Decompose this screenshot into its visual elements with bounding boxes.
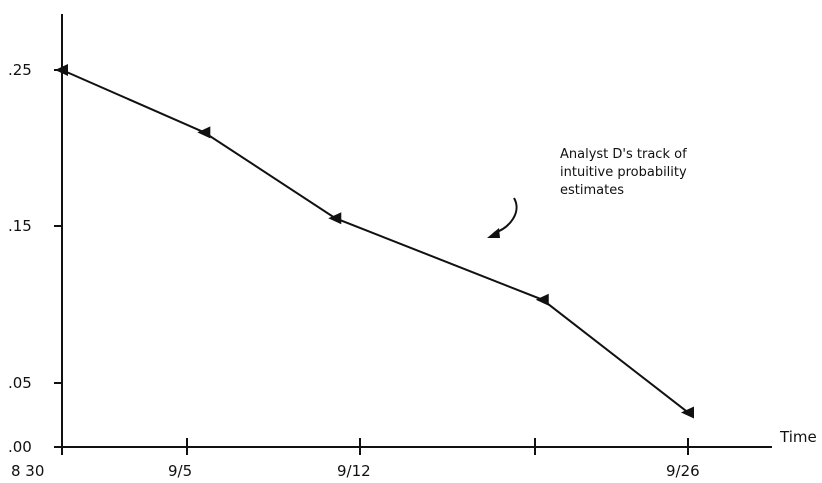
data-point-marker [535,293,549,306]
annotation-arrow-head [487,228,500,238]
x-tick-label: 9/5 [168,462,192,480]
data-point-marker [197,126,211,139]
y-tick-label: .15 [8,217,32,235]
series-line [61,69,689,414]
x-ticks [61,438,689,455]
annotation-line: Analyst D's track of [560,147,687,162]
data-point-marker [328,212,342,225]
x-tick-label: 9/26 [666,462,700,480]
x-tick-label: 9/12 [337,462,371,480]
annotation-arrow-curve [493,197,518,234]
y-ticks [54,69,62,448]
y-tick-label: .05 [8,374,32,392]
annotation: Analyst D's track of intuitive probabili… [487,147,687,238]
x-tick-labels: 8 30 9/5 9/12 9/26 [11,462,700,480]
x-tick-label: 8 30 [11,462,44,480]
y-tick-labels: .25 .15 .05 .00 [8,61,32,456]
y-tick-label: .00 [8,438,32,456]
x-axis-title: Time [779,428,817,446]
series-group [55,64,694,419]
data-point-marker [55,64,68,76]
annotation-line: intuitive probability [560,165,687,180]
y-tick-label: .25 [8,61,32,79]
annotation-line: estimates [560,183,624,198]
data-point-marker [681,406,694,419]
